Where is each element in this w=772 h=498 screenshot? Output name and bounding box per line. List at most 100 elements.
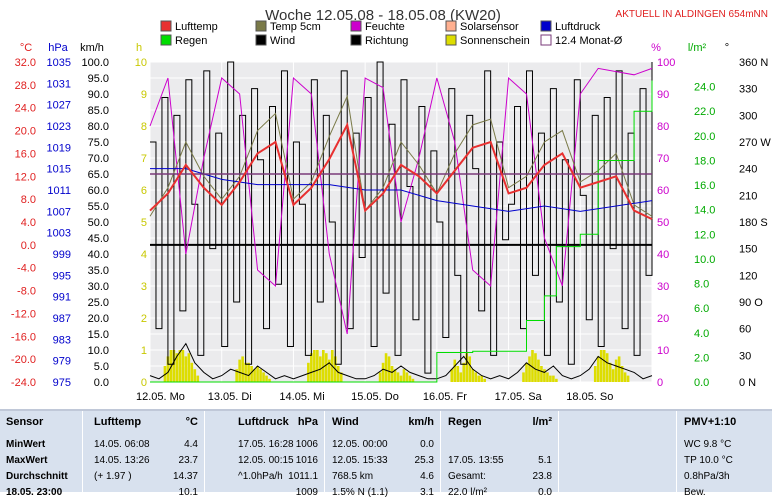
sonnenschein-bar	[396, 372, 400, 382]
lufttemp-avg-trend: (+ 1.97 )	[94, 471, 132, 482]
sonnenschein-bar	[543, 369, 546, 382]
legend-label: Luftdruck	[555, 21, 601, 33]
tick-label-celsius: -16.0	[11, 331, 36, 343]
tick-label-kmh: 0.0	[94, 377, 109, 389]
series-line-lufttemp	[149, 121, 653, 221]
col-wind: Wind km/h 12.05. 00:00 0.0 12.05. 15:33 …	[326, 411, 441, 498]
tick-label-h: 6	[141, 185, 147, 197]
lufttemp-max-value: 23.7	[178, 455, 198, 466]
sonnenschein-bar	[175, 353, 179, 382]
tick-label-h: 10	[135, 57, 147, 69]
lufttemp-avg-value: 14.37	[172, 471, 198, 482]
tick-label-deg: 90 O	[739, 297, 763, 309]
sensor-row-max: MaxWert	[6, 455, 48, 466]
wind-avg-value: 4.6	[420, 471, 434, 482]
regen-month-total: 22.0 l/m²	[448, 487, 487, 498]
x-axis-label: 13.05. Di	[208, 391, 252, 403]
tick-label-deg: 360 N	[739, 57, 768, 69]
sonnenschein-bar	[549, 375, 552, 382]
tick-label-kmh: 20.0	[88, 313, 109, 325]
tick-label-deg: 60	[739, 324, 751, 336]
tick-label-kmh: 5.0	[94, 361, 109, 373]
axis-unit-celsius: °C	[20, 42, 32, 54]
tick-label-percent: 30	[657, 281, 669, 293]
tick-label-lm2: 8.0	[694, 279, 709, 291]
axis-unit-kmh: km/h	[80, 42, 104, 54]
sonnenschein-bar	[193, 369, 197, 382]
sonnenschein-bar	[262, 372, 265, 382]
legend-label: Regen	[175, 35, 207, 47]
tick-label-kmh: 60.0	[88, 185, 109, 197]
lufttemp-min-time: 14.05. 06:08	[94, 439, 150, 450]
sonnenschein-bar	[614, 359, 618, 382]
legend-swatch	[445, 20, 457, 32]
legend-label: Solarsensor	[460, 21, 519, 33]
tick-label-hpa: 1035	[47, 57, 71, 69]
tick-label-celsius: -24.0	[11, 377, 36, 389]
sonnenschein-bar	[450, 369, 454, 382]
luftdruck-trend: ^1.0hPa/h	[238, 471, 283, 482]
sonnenschein-bar	[608, 362, 612, 382]
sonnenschein-bar	[172, 350, 176, 382]
tick-label-deg: 120	[739, 270, 757, 282]
sonnenschein-bar	[605, 353, 609, 382]
wind-min-time: 12.05. 00:00	[332, 439, 388, 450]
tick-label-hpa: 1027	[47, 100, 71, 112]
tick-label-percent: 70	[657, 153, 669, 165]
sonnenschein-bar	[480, 375, 483, 382]
luftdruck-current-value: 1009	[295, 487, 318, 498]
legend-label: 12.4 Monat-Ø	[555, 35, 623, 47]
x-axis-label: 18.05. So	[566, 391, 613, 403]
sonnenschein-bar	[531, 350, 534, 382]
tick-label-lm2: 18.0	[694, 155, 715, 167]
tick-label-h: 7	[141, 153, 147, 165]
sonnenschein-bar	[381, 362, 385, 382]
wind-min-value: 0.0	[420, 439, 434, 450]
sonnenschein-bar	[611, 369, 615, 382]
weekly-weather-chart: Woche 12.05.08 - 18.05.08 (KW20) AKTUELL…	[10, 7, 772, 403]
sonnenschein-bar	[166, 356, 170, 382]
regen-total-value: 23.8	[532, 471, 552, 482]
tick-label-kmh: 55.0	[88, 201, 109, 213]
sonnenschein-bar	[259, 369, 262, 382]
wind-header: Wind	[332, 416, 359, 428]
sonnenschein-bar	[384, 353, 388, 382]
tick-label-kmh: 80.0	[88, 121, 109, 133]
x-axis-label: 17.05. Sa	[495, 391, 543, 403]
tick-label-percent: 100	[657, 57, 675, 69]
tick-label-deg: 240	[739, 164, 757, 176]
sonnenschein-bar	[459, 372, 463, 382]
legend-swatch	[445, 34, 457, 46]
sonnenschein-bar	[184, 356, 188, 382]
legend-label: Temp 5cm	[270, 21, 321, 33]
luftdruck-unit: hPa	[297, 416, 318, 428]
tick-label-celsius: -12.0	[11, 308, 36, 320]
x-axis-labels: 12.05. Mo 13.05. Di 14.05. Mi 15.05. Do 16.0…	[136, 391, 613, 403]
x-axis-label: 15.05. Do	[351, 391, 399, 403]
sonnenschein-bar	[411, 378, 415, 382]
sonnenschein-bar	[402, 369, 406, 382]
tick-label-kmh: 25.0	[88, 297, 109, 309]
legend-swatch	[540, 20, 552, 32]
tick-label-percent: 20	[657, 313, 669, 325]
axis-units: °C hPa km/h h% l/m² °	[20, 42, 729, 54]
sonnenschein-bar	[322, 350, 325, 382]
regen-current-value: 0.0	[538, 487, 552, 498]
sonnenschein-bar	[465, 353, 469, 382]
axis-unit-h: h	[136, 42, 142, 54]
sonnenschein-bar	[393, 369, 397, 382]
tick-label-percent: 80	[657, 121, 669, 133]
col-pmv: PMV+1:10 WC 9.8 °C TP 10.0 °C 0.8hPa/3h …	[678, 411, 772, 498]
pmv-pressure-trend: 0.8hPa/3h	[684, 471, 730, 482]
legend-swatch	[160, 34, 172, 46]
tick-label-kmh: 10.0	[88, 345, 109, 357]
lufttemp-current-value: 10.1	[178, 487, 198, 498]
series-line-wind	[149, 342, 653, 380]
wind-unit: km/h	[408, 416, 434, 428]
wind-distance: 768.5 km	[332, 471, 374, 482]
tick-label-hpa: 987	[53, 313, 71, 325]
col-blank	[560, 411, 677, 492]
legend-swatch	[540, 34, 552, 46]
tick-label-kmh: 90.0	[88, 89, 109, 101]
luftdruck-max-value: 1016	[295, 455, 318, 466]
